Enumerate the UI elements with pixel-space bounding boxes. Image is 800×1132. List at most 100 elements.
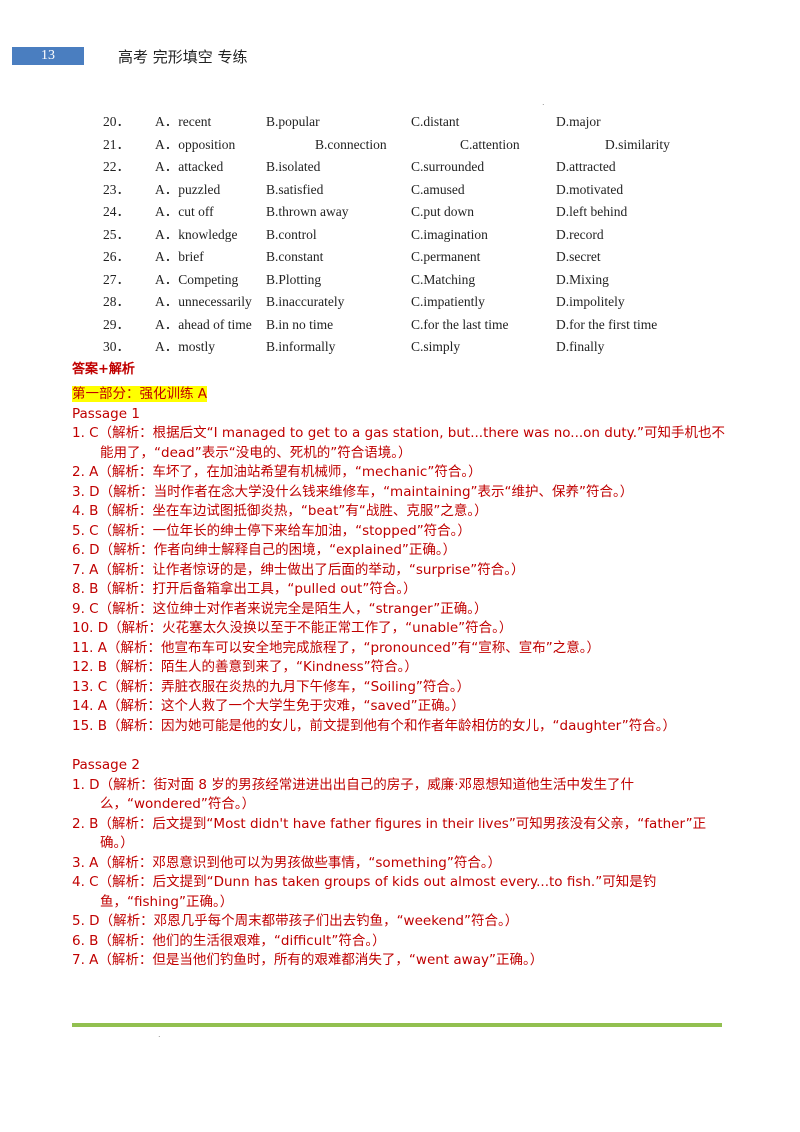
passage1-answers: 1. C（解析：根据后文“I managed to get to a gas s… (72, 424, 732, 736)
option-row: 22． A．attacked B.isolated C.surrounded D.att… (103, 156, 743, 179)
option-d: D.Mixing (556, 271, 609, 287)
question-number: 21． (103, 136, 130, 152)
option-b: B.inaccurately (266, 294, 345, 309)
option-b: B.control (266, 226, 317, 242)
decorative-dot: . (542, 98, 545, 107)
answer-item: 14. A（解析：这个人救了一个大学生免于灾难，“saved”正确。） (72, 698, 465, 714)
footer-divider (72, 1023, 722, 1027)
option-a: A．unnecessarily (155, 294, 252, 309)
option-b: B.satisfied (266, 181, 324, 197)
option-d: D.major (556, 114, 601, 129)
option-c: C.for the last time (411, 316, 509, 332)
question-number: 27． (103, 271, 130, 287)
option-row: 27． A．Competing B.Plotting C.Matching D.Mixi… (103, 269, 743, 292)
option-a: A．knowledge (155, 226, 238, 242)
option-c: C.Matching (411, 271, 476, 287)
option-a: A．puzzled (155, 181, 221, 197)
answer-item: 10. D（解析：火花塞太久没换以至于不能正常工作了，“unable”符合。） (72, 620, 513, 636)
passage-title: Passage 1 (72, 405, 140, 422)
answer-item: 4. B（解析：坐在车边试图抵御炎热，“beat”有“战胜、克服”之意。） (72, 503, 488, 519)
option-c: C.surrounded (411, 159, 485, 174)
option-row: 26． A．brief B.constant C.permanent D.secret (103, 246, 743, 269)
option-row: 29． A．ahead of time B.in no time C.for the … (103, 314, 743, 337)
answer-item: 9. C（解析：这位绅士对作者来说完全是陌生人，“stranger”正确。） (72, 600, 488, 617)
page-title: 高考 完形填空 专练 (118, 48, 248, 66)
section-title: 第一部分：强化训练 A (72, 386, 208, 402)
question-number: 22． (103, 159, 130, 174)
answer-item: 5. C（解析：一位年长的绅士停下来给车加油，“stopped”符合。） (72, 522, 471, 539)
answer-item: 1. C（解析：根据后文“I managed to get to a gas s… (72, 425, 726, 461)
question-number: 25． (103, 226, 130, 242)
answer-item: 11. A（解析：他宣布车可以安全地完成旅程了，“pronounced”有“宣称… (72, 639, 601, 656)
answer-content: 第一部分：强化训练 A Passage 1 1. C（解析：根据后文“I man… (72, 385, 732, 971)
option-d: D.similarity (605, 136, 670, 152)
option-d: D.secret (556, 249, 601, 264)
option-a: A．ahead of time (155, 316, 252, 332)
option-d: D.motivated (556, 181, 624, 197)
question-number: 30． (103, 339, 130, 354)
option-c: C.distant (411, 114, 460, 129)
option-d: D.record (556, 226, 604, 242)
option-a: A．mostly (155, 339, 216, 354)
option-b: B.connection (315, 136, 387, 152)
answers-heading: 答案+解析 (72, 362, 135, 377)
option-row: 24． A．cut off B.thrown away C.put down D.lef… (103, 201, 743, 224)
option-b: B.constant (266, 249, 324, 264)
option-b: B.popular (266, 114, 320, 129)
option-b: B.Plotting (266, 271, 322, 287)
option-c: C.put down (411, 204, 475, 219)
answer-item: 6. D（解析：作者向绅士解释自己的困境，“explained”正确。） (72, 542, 457, 558)
answer-item: 15. B（解析：因为她可能是他的女儿，前文提到他有个和作者年龄相仿的女儿，“d… (72, 717, 676, 734)
page-number: 13 (41, 48, 55, 63)
answer-item: 4. C（解析：后文提到“Dunn has taken groups of ki… (72, 874, 657, 910)
option-a: A．recent (155, 114, 212, 129)
option-c: C.imagination (411, 226, 488, 242)
question-number: 20． (103, 114, 130, 129)
passage2-answers: 1. D（解析：街对面 8 岁的男孩经常进进出出自己的房子，威廉·邓恩想知道他生… (72, 776, 732, 971)
question-number: 26． (103, 249, 130, 264)
option-c: C.permanent (411, 249, 481, 264)
option-c: C.attention (460, 136, 520, 152)
answer-item: 8. B（解析：打开后备箱拿出工具，“pulled out”符合。） (72, 581, 417, 597)
option-c: C.amused (411, 181, 465, 197)
option-c: C.impatiently (411, 294, 485, 309)
option-row: 20． A．recent B.popular C.distant D.major (103, 111, 743, 134)
option-b: B.informally (266, 339, 336, 354)
question-number: 24． (103, 204, 130, 219)
answer-item: 3. D（解析：当时作者在念大学没什么钱来维修车，“maintaining”表示… (72, 483, 634, 500)
answer-item: 7. A（解析：让作者惊讶的是，绅士做出了后面的举动，“surprise”符合。… (72, 561, 525, 578)
answer-item: 2. A（解析：车坏了，在加油站希望有机械师，“mechanic”符合。） (72, 464, 482, 480)
option-a: A．brief (155, 249, 204, 264)
question-number: 29． (103, 316, 130, 332)
option-d: D.attracted (556, 159, 616, 174)
passage-title: Passage 2 (72, 757, 140, 773)
option-a: A．Competing (155, 271, 239, 287)
option-d: D.for the first time (556, 316, 658, 332)
answer-item: 5. D（解析：邓恩几乎每个周末都带孩子们出去钓鱼，“weekend”符合。） (72, 913, 519, 929)
header-page-number-bar (12, 47, 84, 65)
option-row: 30． A．mostly B.informally C.simply D.finally (103, 336, 743, 359)
answer-item: 3. A（解析：邓恩意识到他可以为男孩做些事情，“something”符合。） (72, 854, 502, 871)
option-row: 21． A．opposition B.connection C.attention D.… (103, 134, 743, 157)
answer-item: 12. B（解析：陌生人的善意到来了，“Kindness”符合。） (72, 659, 418, 675)
option-b: B.in no time (266, 316, 334, 332)
option-a: A．attacked (155, 159, 224, 174)
answer-item: 13. C（解析：弄脏衣服在炎热的九月下午修车，“Soiling”符合。） (72, 678, 471, 695)
option-d: D.impolitely (556, 294, 625, 309)
option-a: A．cut off (155, 204, 214, 219)
answer-item: 2. B（解析：后文提到“Most didn't have father fig… (72, 815, 707, 852)
option-d: D.left behind (556, 204, 628, 219)
answer-item: 7. A（解析：但是当他们钓鱼时，所有的艰难都消失了，“went away”正确… (72, 952, 544, 968)
option-b: B.thrown away (266, 204, 349, 219)
decorative-dot: . (158, 1030, 161, 1039)
answer-item: 6. B（解析：他们的生活很艰难，“difficult”符合。） (72, 932, 386, 949)
option-list: 20． A．recent B.popular C.distant D.major 21． A… (103, 111, 743, 359)
option-row: 28． A．unnecessarily B.inaccurately C.impati… (103, 291, 743, 314)
question-number: 23． (103, 181, 130, 197)
option-d: D.finally (556, 339, 605, 354)
option-row: 23． A．puzzled B.satisfied C.amused D.motivat… (103, 179, 743, 202)
option-b: B.isolated (266, 159, 321, 174)
answer-item: 1. D（解析：街对面 8 岁的男孩经常进进出出自己的房子，威廉·邓恩想知道他生… (72, 776, 635, 813)
option-c: C.simply (411, 339, 461, 354)
question-number: 28． (103, 294, 130, 309)
